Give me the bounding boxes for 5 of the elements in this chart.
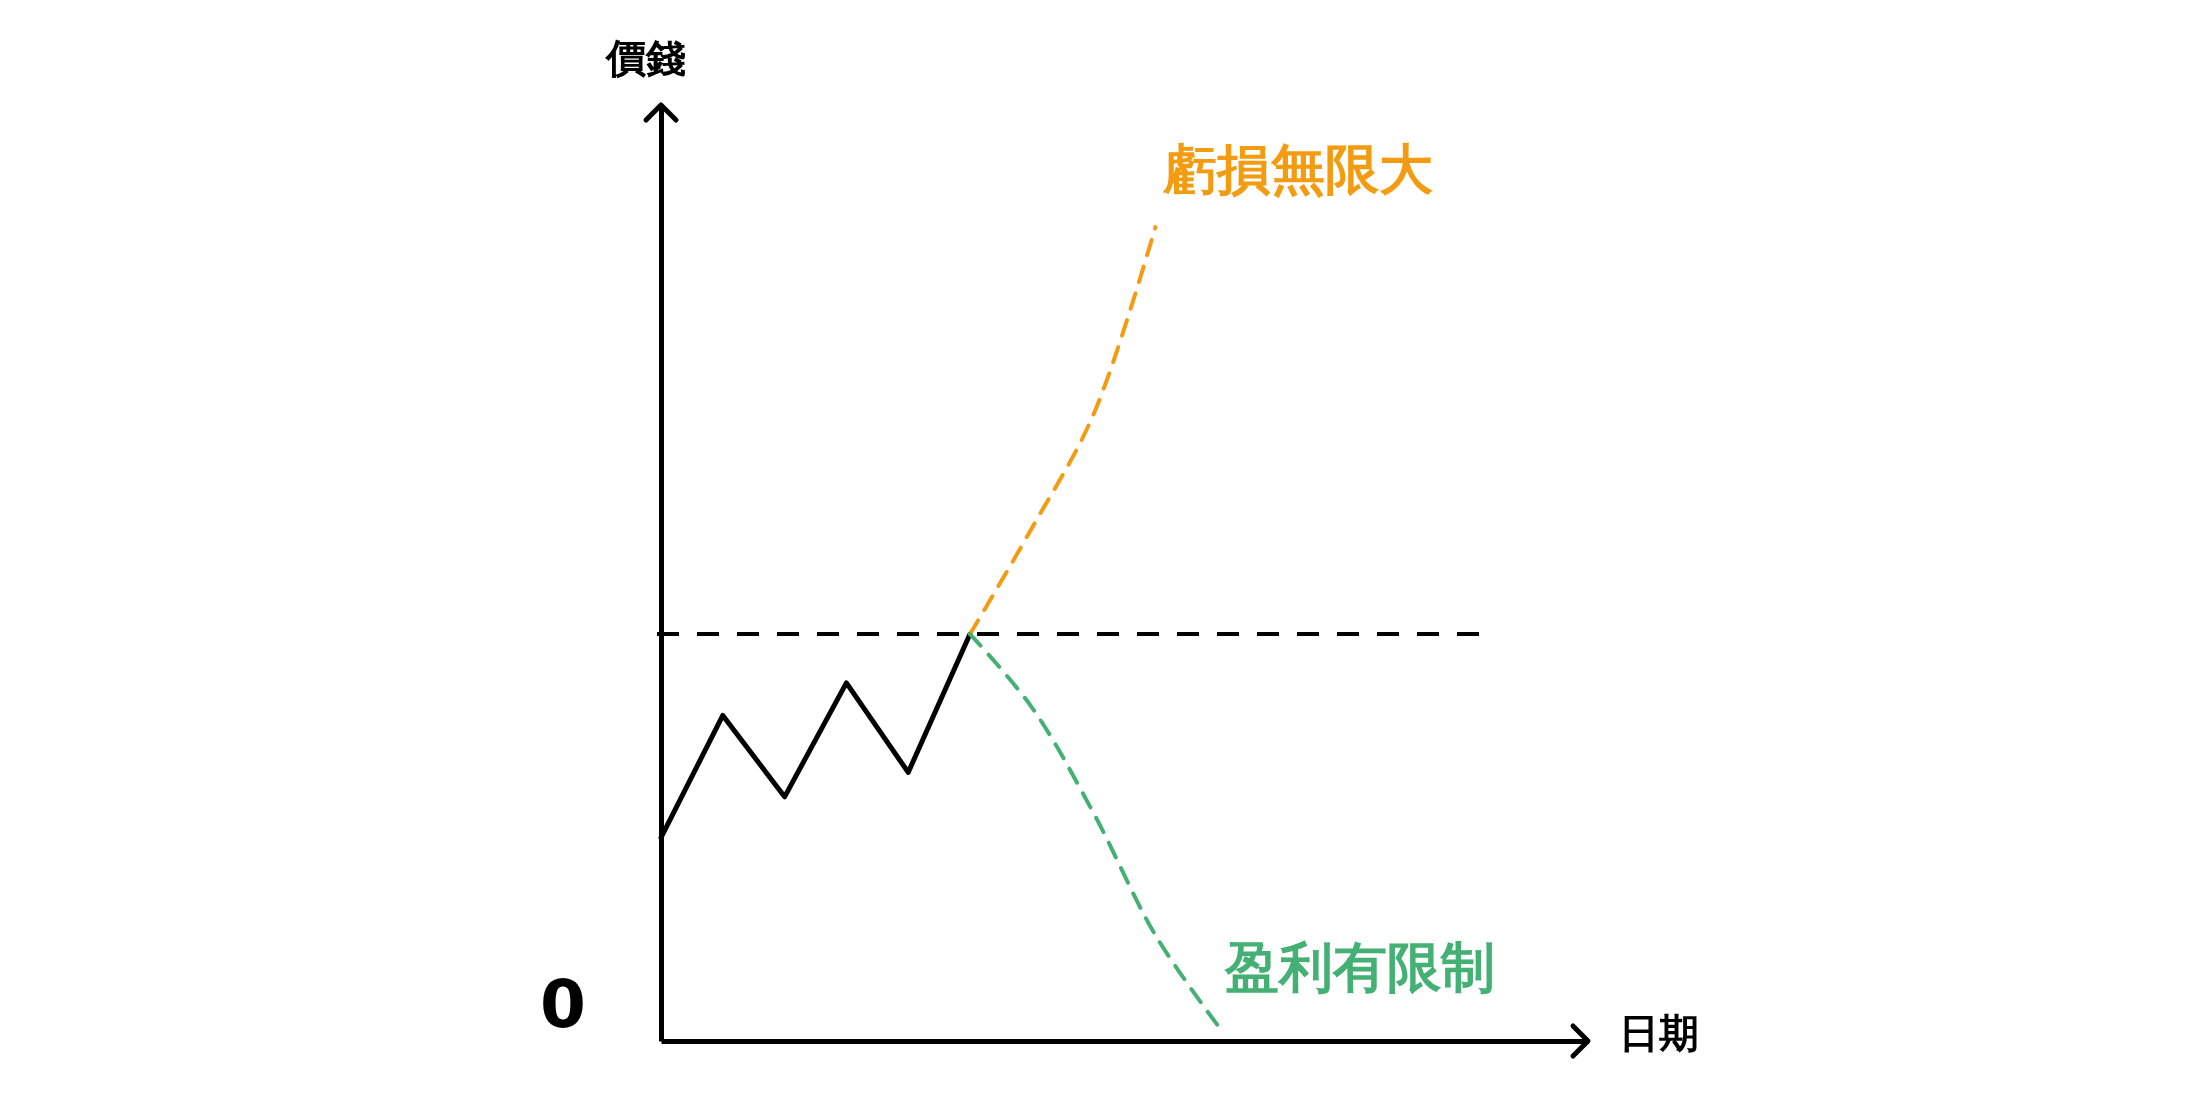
- y-axis-title: 價錢: [603, 34, 686, 81]
- text: 0: [540, 966, 586, 1043]
- series-label: 盈利有限制: [1224, 935, 1496, 999]
- series-label: 虧損無限大: [1162, 138, 1434, 202]
- x-axis-title: 日期: [1618, 1009, 1699, 1056]
